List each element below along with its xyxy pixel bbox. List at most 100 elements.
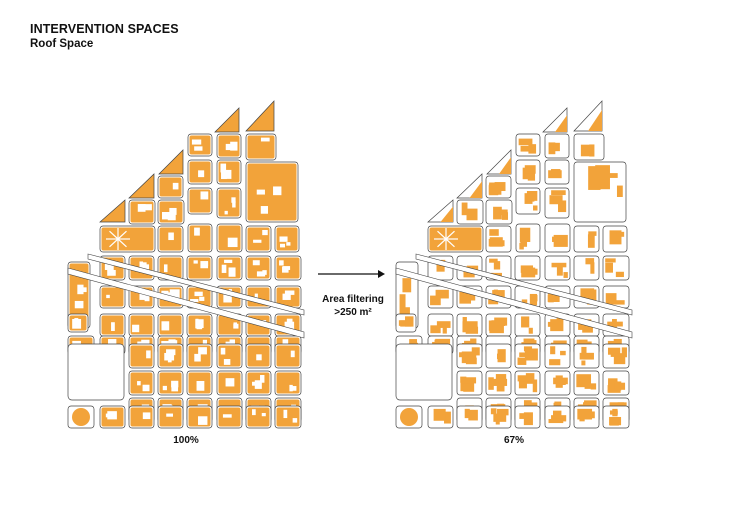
city-block (186, 255, 213, 281)
courtyard (139, 261, 144, 270)
courtyard (161, 212, 171, 220)
city-block (515, 187, 541, 215)
roof-patch (551, 262, 567, 268)
city-block (456, 370, 483, 396)
city-block (544, 187, 570, 219)
roof-patch (218, 189, 240, 217)
city-block (216, 255, 243, 281)
courtyard (254, 380, 262, 389)
roof-patch (605, 258, 616, 263)
city-block (485, 370, 512, 396)
roof-patch (461, 351, 477, 364)
courtyard (198, 416, 208, 425)
roof-patch (520, 265, 534, 273)
roof-patch (551, 190, 566, 196)
roof-patch (550, 346, 556, 355)
city-block (427, 313, 454, 337)
city-block (186, 370, 213, 396)
city-block (245, 370, 272, 396)
courtyard (144, 294, 150, 302)
star-spoke (445, 238, 455, 248)
roof-patch (462, 377, 477, 384)
roof-patch (517, 375, 533, 382)
roof-patch (430, 325, 441, 334)
roof-patch (489, 324, 504, 334)
roof-patch (430, 295, 441, 306)
courtyard (190, 299, 199, 303)
city-block (544, 159, 570, 185)
courtyard (223, 169, 232, 179)
roof-patch (464, 408, 470, 419)
roof-patch (489, 229, 499, 236)
roof-patch (489, 258, 498, 263)
arrow-icon (318, 270, 385, 278)
city-block (216, 343, 243, 369)
roof-patch (588, 110, 602, 131)
courtyard (77, 284, 84, 295)
diagonal-avenue (395, 267, 633, 339)
block-outline (67, 343, 125, 401)
roof-patch (590, 383, 597, 390)
city-block (456, 405, 483, 429)
roof-patch (607, 321, 623, 327)
roof-patch (435, 338, 451, 348)
courtyard (161, 321, 170, 331)
courtyard (262, 229, 268, 236)
star-spoke (437, 230, 447, 240)
city-block (157, 199, 185, 225)
city-block (573, 225, 600, 253)
roof-patch (462, 316, 467, 330)
city-block (485, 225, 512, 253)
courtyard (139, 290, 147, 300)
roof-patch (614, 382, 626, 390)
roof-patch (548, 142, 556, 155)
roof-patch (460, 293, 476, 301)
city-block (542, 107, 568, 133)
city-block (573, 100, 603, 132)
courtyard (146, 350, 151, 359)
roof-patch (577, 408, 593, 420)
courtyard (196, 380, 205, 391)
courtyard (144, 204, 152, 211)
roof-patch (605, 293, 617, 305)
city-block (99, 405, 126, 429)
roof-patch (493, 261, 501, 270)
courtyard (252, 381, 258, 386)
roof-patch (579, 352, 594, 360)
roof-patch (440, 206, 453, 222)
city-block (216, 187, 242, 219)
city-block (514, 255, 541, 281)
city-block (186, 405, 213, 429)
courtyard (193, 260, 198, 264)
roof-patch (159, 177, 182, 197)
city-block (485, 199, 513, 225)
roof-patch (469, 181, 482, 198)
courtyard (286, 318, 293, 323)
courtyard (137, 381, 141, 386)
roof-patch (461, 202, 468, 216)
city-block (245, 225, 272, 253)
city-block (395, 343, 453, 401)
roof-patch (580, 288, 595, 300)
city-block (216, 133, 242, 159)
roof-patch (519, 352, 533, 357)
city-block (395, 313, 417, 333)
roof-patch (528, 144, 537, 154)
roof-patch (490, 408, 497, 415)
courtyard (282, 339, 289, 348)
courtyard (252, 409, 256, 416)
courtyard (231, 197, 236, 203)
courtyard (198, 170, 205, 178)
roof-patch (529, 293, 538, 306)
roof-patch (519, 413, 529, 419)
roof-patch (558, 200, 567, 213)
roof-patch (581, 346, 587, 359)
city-block (573, 161, 627, 223)
roof-patch (470, 338, 477, 348)
courtyard (256, 271, 266, 277)
courtyard (253, 239, 262, 243)
page-title: INTERVENTION SPACES (30, 22, 179, 36)
star-spoke (117, 230, 127, 240)
roof-patch (615, 271, 624, 278)
